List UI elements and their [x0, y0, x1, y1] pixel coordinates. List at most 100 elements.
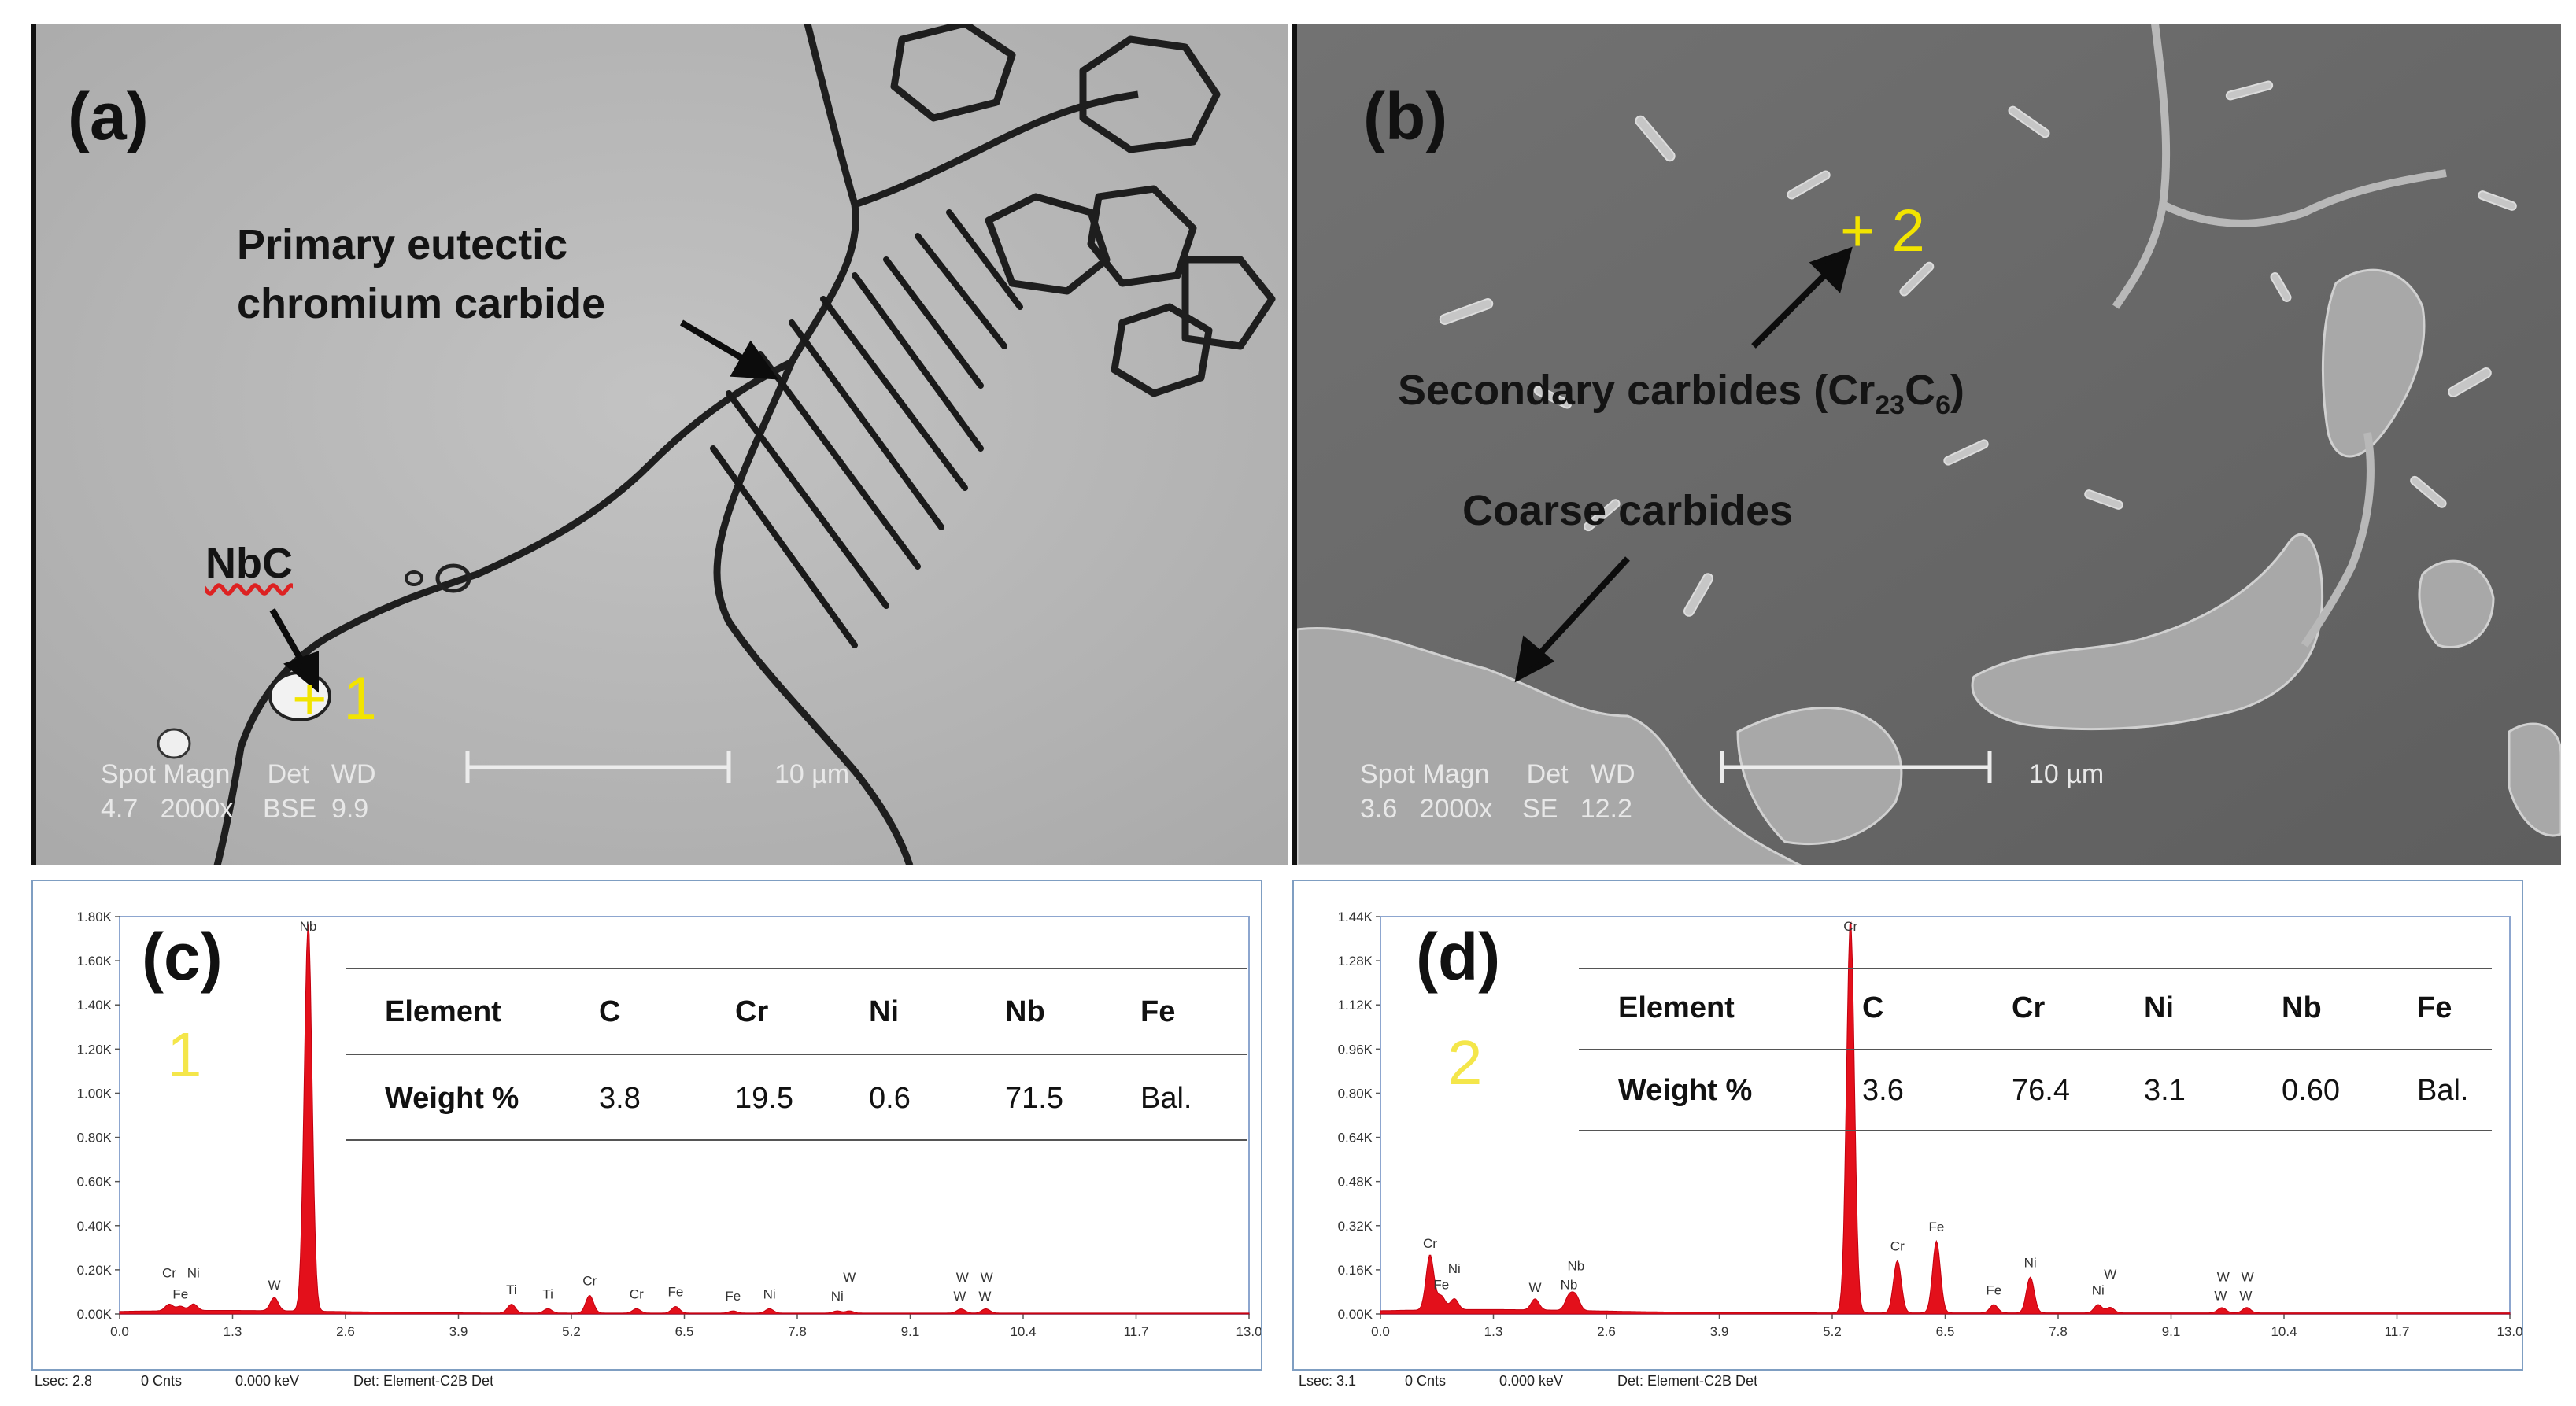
annotation-secondary-prefix: Secondary carbides (Cr	[1398, 367, 1876, 414]
point-marker-1: + 1	[292, 666, 377, 733]
panel-label-b: (b)	[1363, 79, 1448, 153]
table-d-value-fe: Bal.	[2417, 1074, 2469, 1107]
spectrum-d-peak-label: Cr	[1890, 1238, 1905, 1253]
table-d-header-nb: Nb	[2282, 991, 2322, 1024]
table-c-value-nb: 71.5	[1005, 1082, 1063, 1115]
spectrum-c-peak-label: Ni	[831, 1289, 844, 1304]
spectrum-d-xtick-label: 0.0	[1371, 1324, 1390, 1339]
spectrum-c-xtick-label: 2.6	[336, 1324, 355, 1339]
table-c-value-cr: 19.5	[735, 1082, 793, 1115]
footer-c-cnts: 0 Cnts	[141, 1373, 183, 1389]
spectrum-d-xtick-label: 10.4	[2271, 1324, 2297, 1339]
table-d-header-ni: Ni	[2144, 991, 2174, 1024]
table-d-value-c: 3.6	[1862, 1074, 1904, 1107]
micrograph-b-graphic	[1297, 24, 2561, 865]
spectrum-c-ytick-label: 1.00K	[77, 1086, 113, 1101]
sem-meta-b-row1: Spot Magn Det WD	[1360, 759, 1635, 789]
annotation-secondary-c: C	[1905, 367, 1936, 414]
point-marker-2: + 2	[1840, 197, 1925, 264]
spectrum-d-xtick-label: 2.6	[1597, 1324, 1616, 1339]
spectrum-d-ytick-label: 0.64K	[1338, 1131, 1373, 1146]
micrograph-a-graphic	[36, 24, 1288, 865]
spectrum-c-ytick-label: 0.80K	[77, 1131, 113, 1146]
spectrum-c-ytick-label: 0.60K	[77, 1175, 113, 1190]
annotation-coarse-carbides: Coarse carbides	[1462, 487, 1794, 534]
spectrum-c-xtick-label: 9.1	[901, 1324, 920, 1339]
spectrum-d-peak-label: Nb	[1561, 1277, 1578, 1292]
table-c-header-fe: Fe	[1140, 995, 1176, 1028]
table-c-header-ni: Ni	[869, 995, 899, 1028]
table-d-header-fe: Fe	[2417, 991, 2452, 1024]
spectrum-c-peak-label: Cr	[582, 1274, 597, 1289]
spectrum-c-ytick-label: 1.60K	[77, 954, 113, 969]
subscript-23: 23	[1875, 389, 1905, 420]
spectrum-c-ytick-label: 0.40K	[77, 1219, 113, 1234]
spectrum-c-ytick-label: 1.80K	[77, 910, 113, 924]
spectrum-c-peak-label: Ni	[187, 1266, 200, 1281]
eds-spectrum-d: 0.00K 0.16K 0.32K 0.48K 0.64K 0.80K 0.96K 1.12K…	[1338, 910, 2522, 1339]
spectrum-d-xtick-label: 13.0	[2497, 1324, 2522, 1339]
spectrum-d-peak-label: Cr	[1843, 919, 1857, 934]
spectrum-c-peak-label: Fe	[668, 1285, 684, 1300]
eds-spectrum-c: 0.00K 0.20K 0.40K 0.60K 0.80K 1.00K 1.20K 1.40K…	[77, 910, 1261, 1339]
annotation-secondary-suffix: )	[1950, 367, 1964, 414]
scale-bar-label-a: 10 µm	[774, 759, 850, 789]
spectrum-c-peak-label: Cr	[630, 1286, 644, 1301]
spectrum-c-spectrum-area	[119, 923, 1250, 1315]
subscript-6: 6	[1935, 389, 1950, 420]
spectrum-d-peak-label: Fe	[1986, 1282, 2001, 1297]
spectrum-c-peak-label: Fe	[725, 1289, 741, 1304]
spectrum-d-ytick-label: 1.12K	[1338, 998, 1373, 1013]
spectrum-d-xtick-label: 3.9	[1710, 1324, 1729, 1339]
table-d-value-ni: 3.1	[2144, 1074, 2186, 1107]
table-c-header-nb: Nb	[1005, 995, 1045, 1028]
footer-c-det: Det: Element-C2B Det	[353, 1373, 494, 1389]
spectrum-c-xtick-label: 10.4	[1010, 1324, 1036, 1339]
table-d-value-cr: 76.4	[2012, 1074, 2070, 1107]
spectrum-point-number-d: 2	[1447, 1028, 1483, 1098]
spectrum-d-peak-label: W	[2214, 1288, 2227, 1303]
panel-label-a: (a)	[68, 79, 149, 153]
spectrum-d-peak-label: Nb	[1567, 1258, 1584, 1273]
spectrum-c-peak-label: Ti	[542, 1286, 553, 1301]
spectrum-point-number-c: 1	[167, 1020, 202, 1090]
spectrum-d-ytick-label: 1.44K	[1338, 910, 1373, 924]
spectrum-c-peak-label: W	[978, 1289, 991, 1304]
spectrum-c-xtick-label: 7.8	[788, 1324, 807, 1339]
table-c-value-c: 3.8	[599, 1082, 641, 1115]
footer-c-kev: 0.000 keV	[235, 1373, 300, 1389]
spectrum-d-xtick-label: 1.3	[1484, 1324, 1503, 1339]
eds-footer-c: Lsec: 2.8 0 Cnts 0.000 keV Det: Element-…	[35, 1373, 1262, 1397]
spectrum-d-peak-label: Ni	[1448, 1261, 1461, 1276]
table-d-header-c: C	[1862, 991, 1884, 1024]
panel-label-d: (d)	[1416, 920, 1501, 994]
spectrum-d-xtick-label: 9.1	[2162, 1324, 2181, 1339]
spectrum-c-xtick-label: 3.9	[449, 1324, 468, 1339]
eds-panel-c: 0.00K 0.20K 0.40K 0.60K 0.80K 1.00K 1.20K 1.40K…	[31, 880, 1262, 1371]
spectrum-d-peak-label: W	[2104, 1267, 2116, 1282]
spectrum-c-xtick-label: 13.0	[1236, 1324, 1261, 1339]
spectrum-c-peak-label: W	[843, 1270, 856, 1285]
sem-image-b: (b) + 2 Secondary carbides (Cr23C6) Coar…	[1292, 24, 2561, 865]
table-d-value-nb: 0.60	[2282, 1074, 2340, 1107]
spectrum-d-peak-label: W	[2217, 1269, 2230, 1284]
spectrum-d-peak-label: Ni	[2024, 1255, 2037, 1270]
panel-label-c: (c)	[142, 920, 223, 994]
spectrum-d-ytick-label: 0.96K	[1338, 1042, 1373, 1057]
spectrum-c-peak-label: Nb	[300, 919, 317, 934]
table-c-value-fe: Bal.	[1140, 1082, 1192, 1115]
table-d-row-label: Weight %	[1618, 1074, 1753, 1107]
spectrum-d-ytick-label: 0.80K	[1338, 1086, 1373, 1101]
eds-panel-d: 0.00K 0.16K 0.32K 0.48K 0.64K 0.80K 0.96K 1.12K…	[1292, 880, 2523, 1371]
spectrum-d-xtick-label: 6.5	[1936, 1324, 1955, 1339]
table-c-header-cr: Cr	[735, 995, 769, 1028]
sem-image-a: (a) Primary eutectic chromium carbide Nb…	[31, 24, 1288, 865]
spectrum-d-xtick-label: 7.8	[2049, 1324, 2068, 1339]
spectrum-c-xtick-label: 1.3	[224, 1324, 242, 1339]
spectrum-d-peak-label: Fe	[1929, 1220, 1945, 1234]
scale-bar-label-b: 10 µm	[2029, 759, 2105, 789]
annotation-primary-line1: Primary eutectic	[237, 221, 568, 268]
annotation-secondary-carbides: Secondary carbides (Cr23C6)	[1398, 366, 1964, 421]
table-d-header-element: Element	[1618, 991, 1735, 1024]
spectrum-c-xtick-label: 5.2	[562, 1324, 581, 1339]
